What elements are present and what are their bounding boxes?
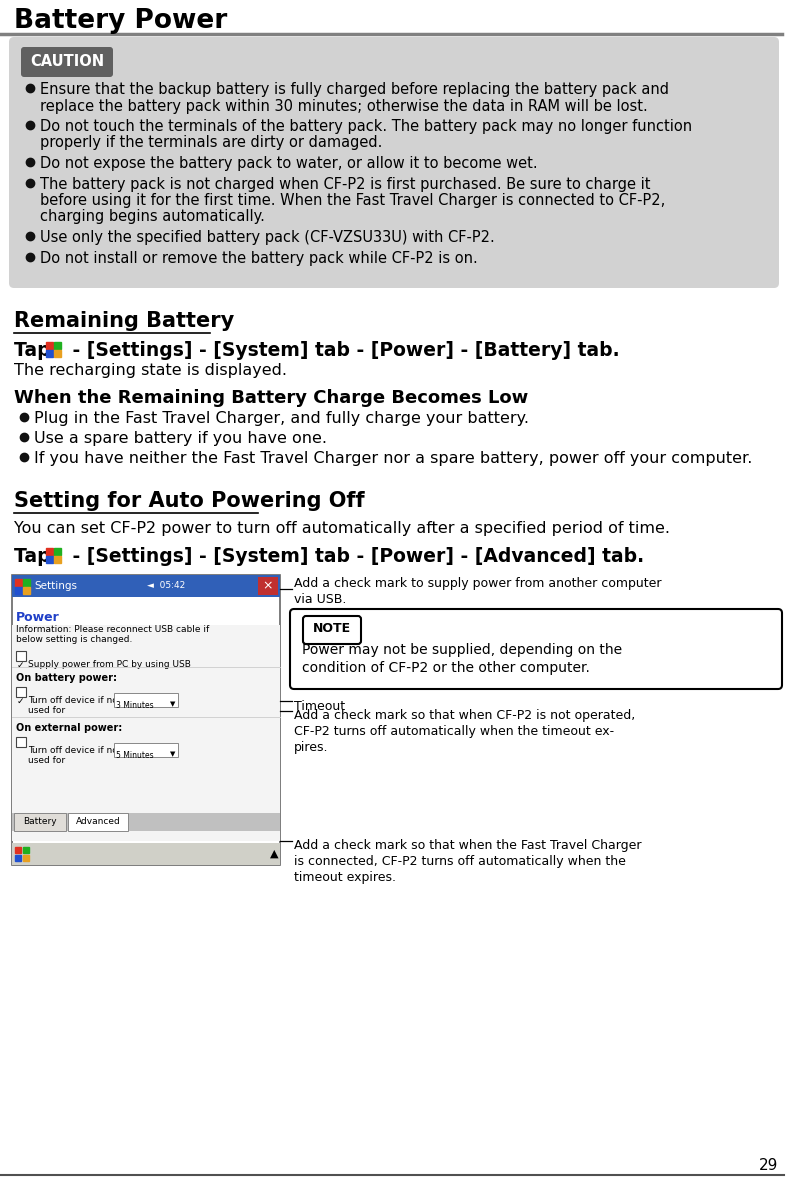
- Text: 29: 29: [759, 1158, 778, 1173]
- Text: Use only the specified battery pack (CF-VZSU33U) with CF-P2.: Use only the specified battery pack (CF-…: [40, 230, 495, 245]
- Text: Power may not be supplied, depending on the: Power may not be supplied, depending on …: [302, 643, 622, 657]
- Text: 5 Minutes: 5 Minutes: [116, 751, 154, 760]
- Text: ▲: ▲: [270, 849, 279, 859]
- Text: Tap: Tap: [14, 341, 57, 360]
- Text: pires.: pires.: [294, 741, 329, 754]
- Text: condition of CF-P2 or the other computer.: condition of CF-P2 or the other computer…: [302, 661, 590, 675]
- Text: Use a spare battery if you have one.: Use a spare battery if you have one.: [34, 431, 327, 446]
- Text: replace the battery pack within 30 minutes; otherwise the data in RAM will be lo: replace the battery pack within 30 minut…: [40, 99, 648, 114]
- Text: used for: used for: [28, 756, 65, 765]
- Text: NOTE: NOTE: [313, 623, 351, 636]
- Text: Power: Power: [16, 611, 60, 624]
- Bar: [15, 855, 21, 860]
- Bar: [68, 813, 128, 830]
- Bar: [54, 342, 61, 349]
- Bar: [12, 575, 280, 865]
- Text: If you have neither the Fast Travel Charger nor a spare battery, power off your : If you have neither the Fast Travel Char…: [34, 451, 753, 466]
- Text: ◄  05:42: ◄ 05:42: [147, 581, 185, 590]
- Bar: [14, 813, 66, 830]
- Bar: [46, 342, 53, 349]
- Bar: [15, 847, 21, 853]
- Text: Add a check mark so that when CF-P2 is not operated,: Add a check mark so that when CF-P2 is n…: [294, 709, 635, 722]
- Bar: [114, 693, 178, 707]
- Bar: [15, 579, 22, 586]
- Bar: [12, 625, 280, 841]
- Text: Battery Power: Battery Power: [14, 8, 227, 34]
- Text: ▼: ▼: [170, 701, 176, 707]
- Text: Timeout: Timeout: [294, 700, 345, 713]
- Bar: [46, 548, 53, 555]
- Bar: [12, 575, 280, 598]
- Bar: [23, 855, 29, 860]
- Text: Tap: Tap: [14, 546, 57, 565]
- Bar: [114, 742, 178, 757]
- Bar: [54, 548, 61, 555]
- FancyBboxPatch shape: [21, 48, 113, 77]
- Text: properly if the terminals are dirty or damaged.: properly if the terminals are dirty or d…: [40, 135, 382, 151]
- Text: Turn off device if not: Turn off device if not: [28, 696, 121, 704]
- Bar: [23, 587, 30, 594]
- Text: Do not touch the terminals of the battery pack. The battery pack may no longer f: Do not touch the terminals of the batter…: [40, 119, 692, 134]
- Text: Turn off device if not: Turn off device if not: [28, 746, 121, 756]
- Bar: [16, 687, 26, 697]
- Text: You can set CF-P2 power to turn off automatically after a specified period of ti: You can set CF-P2 power to turn off auto…: [14, 522, 670, 536]
- Text: Add a check mark so that when the Fast Travel Charger: Add a check mark so that when the Fast T…: [294, 839, 642, 852]
- Text: Plug in the Fast Travel Charger, and fully charge your battery.: Plug in the Fast Travel Charger, and ful…: [34, 411, 529, 426]
- Text: via USB.: via USB.: [294, 593, 346, 606]
- Text: - [Settings] - [System] tab - [Power] - [Battery] tab.: - [Settings] - [System] tab - [Power] - …: [66, 341, 619, 360]
- Text: Add a check mark to supply power from another computer: Add a check mark to supply power from an…: [294, 577, 662, 590]
- Text: Battery: Battery: [23, 817, 57, 827]
- Text: Do not expose the battery pack to water, or allow it to become wet.: Do not expose the battery pack to water,…: [40, 156, 538, 171]
- Bar: [54, 556, 61, 563]
- Text: Supply power from PC by using USB: Supply power from PC by using USB: [28, 661, 191, 669]
- Text: Advanced: Advanced: [76, 817, 120, 827]
- Bar: [23, 847, 29, 853]
- Text: charging begins automatically.: charging begins automatically.: [40, 209, 265, 225]
- Text: ✓: ✓: [17, 697, 25, 706]
- Text: - [Settings] - [System] tab - [Power] - [Advanced] tab.: - [Settings] - [System] tab - [Power] - …: [66, 546, 644, 565]
- Text: ▼: ▼: [170, 751, 176, 757]
- Text: is connected, CF-P2 turns off automatically when the: is connected, CF-P2 turns off automatica…: [294, 855, 626, 868]
- Bar: [12, 843, 280, 865]
- Text: On external power:: On external power:: [16, 723, 122, 733]
- Bar: [16, 651, 26, 661]
- Text: Settings: Settings: [34, 581, 77, 590]
- Text: The recharging state is displayed.: The recharging state is displayed.: [14, 364, 287, 378]
- Text: CAUTION: CAUTION: [30, 53, 104, 69]
- Text: Information: Please reconnect USB cable if
below setting is changed.: Information: Please reconnect USB cable …: [16, 625, 209, 644]
- Text: before using it for the first time. When the Fast Travel Charger is connected to: before using it for the first time. When…: [40, 192, 666, 208]
- Text: used for: used for: [28, 706, 65, 715]
- Bar: [23, 579, 30, 586]
- Text: ✓: ✓: [17, 661, 25, 670]
- Text: On battery power:: On battery power:: [16, 672, 117, 683]
- FancyBboxPatch shape: [303, 617, 361, 644]
- Bar: [258, 577, 278, 595]
- Text: CF-P2 turns off automatically when the timeout ex-: CF-P2 turns off automatically when the t…: [294, 725, 614, 738]
- FancyBboxPatch shape: [9, 37, 779, 287]
- Text: Setting for Auto Powering Off: Setting for Auto Powering Off: [14, 491, 365, 511]
- Text: Remaining Battery: Remaining Battery: [14, 311, 235, 331]
- Bar: [15, 587, 22, 594]
- Text: timeout expires.: timeout expires.: [294, 871, 396, 884]
- Bar: [46, 556, 53, 563]
- Bar: [54, 350, 61, 358]
- Text: When the Remaining Battery Charge Becomes Low: When the Remaining Battery Charge Become…: [14, 388, 528, 407]
- Bar: [12, 813, 280, 830]
- Text: Ensure that the backup battery is fully charged before replacing the battery pac: Ensure that the backup battery is fully …: [40, 82, 669, 97]
- Bar: [16, 737, 26, 747]
- FancyBboxPatch shape: [290, 609, 782, 689]
- Text: Do not install or remove the battery pack while CF-P2 is on.: Do not install or remove the battery pac…: [40, 251, 478, 265]
- Text: The battery pack is not charged when CF-P2 is first purchased. Be sure to charge: The battery pack is not charged when CF-…: [40, 177, 650, 191]
- Text: ×: ×: [263, 580, 273, 593]
- Bar: [46, 350, 53, 358]
- Text: 3 Minutes: 3 Minutes: [116, 701, 154, 710]
